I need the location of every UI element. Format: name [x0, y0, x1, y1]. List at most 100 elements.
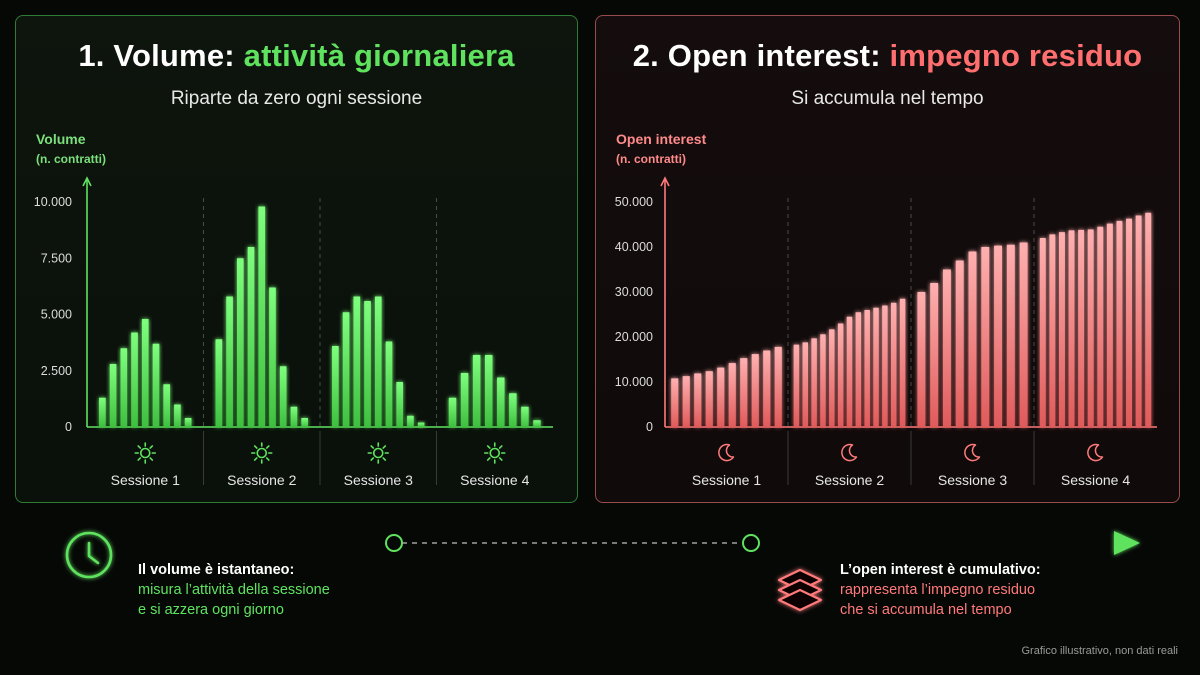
footer-disclaimer: Grafico illustrativo, non dati reali: [1021, 645, 1178, 657]
clock-icon-hands: [87, 541, 100, 565]
volume-note-line1: misura l’attività della sessione: [138, 582, 330, 598]
volume-title-accent: attività giornaliera: [243, 38, 515, 73]
bar: [705, 371, 713, 427]
bar: [1145, 212, 1152, 427]
y-tick-label: 7.500: [41, 251, 72, 265]
y-tick-label: 10.000: [34, 195, 72, 209]
bar: [374, 296, 382, 427]
bar: [301, 418, 308, 427]
bar: [855, 312, 862, 427]
y-tick-label: 40.000: [615, 240, 653, 254]
sun-icon: [367, 442, 390, 464]
sun-icon-ray: [137, 457, 142, 461]
volume-axis-label-line2: (n. contratti): [36, 152, 106, 166]
clock-icon: [65, 531, 113, 579]
moon-icon: [1087, 443, 1104, 462]
sun-icon-ray: [382, 457, 387, 461]
bar: [1116, 220, 1123, 427]
bar: [109, 364, 117, 427]
bar: [236, 258, 244, 427]
sun-icon-core: [489, 447, 501, 459]
bar: [417, 422, 425, 427]
bar: [837, 323, 844, 427]
bar: [1126, 218, 1133, 427]
layers-icon-sheet: [777, 588, 823, 612]
bar: [448, 397, 457, 427]
bar: [882, 305, 888, 427]
bar: [460, 373, 469, 427]
bar: [829, 329, 835, 427]
sun-icon-ray: [370, 457, 375, 461]
oi-axis-label-line1: Open interest: [616, 131, 707, 147]
y-tick-label: 50.000: [615, 195, 653, 209]
bar: [1019, 242, 1028, 427]
bar: [152, 343, 160, 427]
bar: [1049, 234, 1056, 427]
session-label: Sessione 2: [815, 472, 884, 488]
bar: [890, 302, 897, 427]
oi-panel-subtitle: Si accumula nel tempo: [791, 88, 984, 109]
session-label: Sessione 1: [692, 472, 761, 488]
y-tick-label: 30.000: [615, 285, 653, 299]
oi-title-accent: impegno residuo: [889, 38, 1143, 73]
sun-icon-ray: [486, 457, 491, 461]
bar: [942, 269, 951, 427]
sun-icon: [250, 442, 273, 464]
timeline-node: [742, 534, 760, 552]
bar: [994, 245, 1003, 427]
bar: [396, 382, 404, 427]
bar: [521, 406, 529, 427]
sun-icon-ray: [137, 445, 142, 449]
bar: [802, 342, 809, 427]
bar: [364, 301, 371, 427]
bar: [717, 367, 725, 427]
bar: [1087, 229, 1094, 427]
sun-icon-ray: [149, 457, 154, 461]
moon-icon: [964, 443, 981, 462]
bar: [258, 206, 266, 427]
bar: [1039, 238, 1046, 427]
bar: [1097, 226, 1104, 427]
volume-axis-label-line1: Volume: [36, 131, 86, 147]
volume-note-line2: e si azzera ogni giorno: [138, 602, 284, 618]
bar: [184, 418, 192, 427]
sun-icon: [134, 442, 157, 464]
oi-note-line1: rappresenta l’impegno residuo: [840, 582, 1036, 598]
bar: [968, 251, 977, 427]
oi-note: L’open interest è cumulativo: rappresent…: [840, 560, 1041, 620]
bar: [472, 355, 481, 427]
volume-panel-subtitle: Riparte da zero ogni sessione: [170, 88, 423, 109]
bar: [1106, 223, 1113, 427]
session-label: Sessione 3: [938, 472, 1007, 488]
session-label: Sessione 1: [111, 472, 180, 488]
sun-icon-ray: [370, 445, 375, 449]
oi-title-number: 2. Open interest:: [632, 38, 881, 73]
bar: [728, 363, 736, 427]
oi-axis-label-line2: (n. contratti): [616, 152, 686, 166]
sun-icon-core: [372, 447, 384, 459]
sun-icon-ray: [382, 445, 387, 449]
bar: [682, 376, 690, 427]
bar: [763, 350, 771, 427]
bar: [820, 334, 826, 427]
sun-icon: [483, 442, 506, 464]
bar: [174, 404, 181, 427]
bar: [873, 307, 879, 427]
sun-icon-ray: [498, 457, 503, 461]
moon-icon-shape: [718, 443, 735, 462]
bar: [1135, 215, 1142, 427]
bar: [811, 338, 817, 427]
bar: [332, 346, 339, 427]
session-label: Sessione 4: [1061, 472, 1130, 488]
y-tick-label: 2.500: [41, 364, 72, 378]
bar: [141, 319, 149, 427]
bar: [1006, 244, 1015, 427]
bar: [793, 344, 800, 427]
bar: [269, 287, 276, 427]
bar: [407, 415, 414, 427]
bar: [290, 406, 298, 427]
timeline-arrow-head: [1114, 531, 1140, 555]
bar: [774, 346, 782, 427]
y-axis-arrow: [660, 176, 670, 187]
timeline-node: [385, 534, 403, 552]
